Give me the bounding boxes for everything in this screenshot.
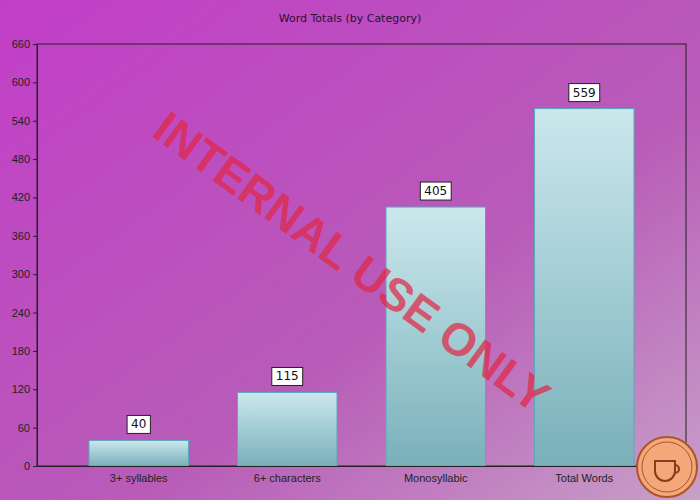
y-tick: 540	[12, 115, 37, 127]
x-axis: 3+ syllables 6+ characters Monosyllabic Tot…	[38, 466, 687, 484]
y-tick-mark	[33, 313, 37, 314]
y-tick: 240	[12, 307, 37, 319]
x-tick: Monosyllabic	[404, 466, 468, 484]
y-tick-mark	[33, 351, 37, 352]
data-label-box	[127, 415, 150, 433]
x-tick: Total Words	[555, 466, 613, 484]
chart: Word Totals (by Category) 0 60 120 180 240 300…	[0, 0, 700, 500]
data-label: 559	[573, 86, 596, 100]
watermark: INTERNAL USE ONLY	[144, 101, 559, 423]
y-tick-label: 240	[12, 307, 30, 319]
logo-cup	[655, 461, 679, 481]
y-tick-mark	[33, 197, 37, 198]
y-tick-label: 300	[12, 268, 30, 280]
y-tick-label: 480	[12, 153, 30, 165]
y-tick-label: 180	[12, 345, 30, 357]
data-label-group: 559	[569, 84, 600, 102]
y-tick: 0	[24, 460, 37, 472]
data-label: 115	[276, 369, 299, 383]
x-tick: 3+ syllables	[110, 466, 168, 484]
bar	[535, 109, 635, 466]
x-tick-label: 3+ syllables	[110, 472, 168, 484]
y-tick-label: 120	[12, 383, 30, 395]
bar	[89, 440, 189, 466]
data-label-group: 115	[272, 367, 303, 385]
data-label-box	[272, 367, 303, 385]
y-tick-mark	[33, 389, 37, 390]
y-tick: 420	[12, 191, 37, 203]
y-tick: 660	[12, 38, 37, 50]
y-tick: 60	[18, 422, 37, 434]
plot-area: 0 60 120 180 240 300 360 420 480 540 600 660 3+ syll…	[12, 38, 687, 484]
y-tick: 360	[12, 230, 37, 242]
logo-icon	[637, 437, 697, 497]
y-tick: 480	[12, 153, 37, 165]
y-tick-label: 60	[18, 422, 30, 434]
x-tick-label: 6+ characters	[254, 472, 321, 484]
y-tick-mark	[33, 466, 37, 467]
data-label: 405	[424, 184, 447, 198]
x-tick-label: Monosyllabic	[404, 472, 468, 484]
y-tick: 600	[12, 76, 37, 88]
data-label-box	[420, 182, 451, 200]
y-tick-label: 0	[24, 460, 30, 472]
data-label: 40	[131, 417, 146, 431]
y-tick: 300	[12, 268, 37, 280]
y-tick-mark	[33, 82, 37, 83]
x-tick-label: Total Words	[555, 472, 613, 484]
y-tick-label: 540	[12, 115, 30, 127]
y-tick: 120	[12, 383, 37, 395]
background	[0, 0, 700, 500]
logo-ring	[642, 442, 692, 492]
y-tick-mark	[33, 121, 37, 122]
y-axis: 0 60 120 180 240 300 360 420 480 540 600 660	[12, 38, 38, 472]
y-tick-mark	[33, 274, 37, 275]
y-tick-mark	[33, 44, 37, 45]
y-tick-label: 360	[12, 230, 30, 242]
data-label-group: 405	[420, 182, 451, 200]
x-tick: 6+ characters	[254, 466, 321, 484]
data-label-box	[569, 84, 600, 102]
logo-circle	[637, 437, 697, 497]
plot-frame	[37, 44, 686, 466]
y-tick-mark	[33, 428, 37, 429]
y-tick-mark	[33, 159, 37, 160]
y-tick: 180	[12, 345, 37, 357]
data-label-group: 40	[127, 415, 150, 433]
y-tick-label: 420	[12, 191, 30, 203]
y-tick-mark	[33, 236, 37, 237]
y-tick-label: 600	[12, 76, 30, 88]
title: Word Totals (by Category)	[279, 12, 422, 25]
bar	[237, 392, 337, 466]
data-labels: 40 115 405 559	[127, 84, 600, 434]
y-tick-label: 660	[12, 38, 30, 50]
